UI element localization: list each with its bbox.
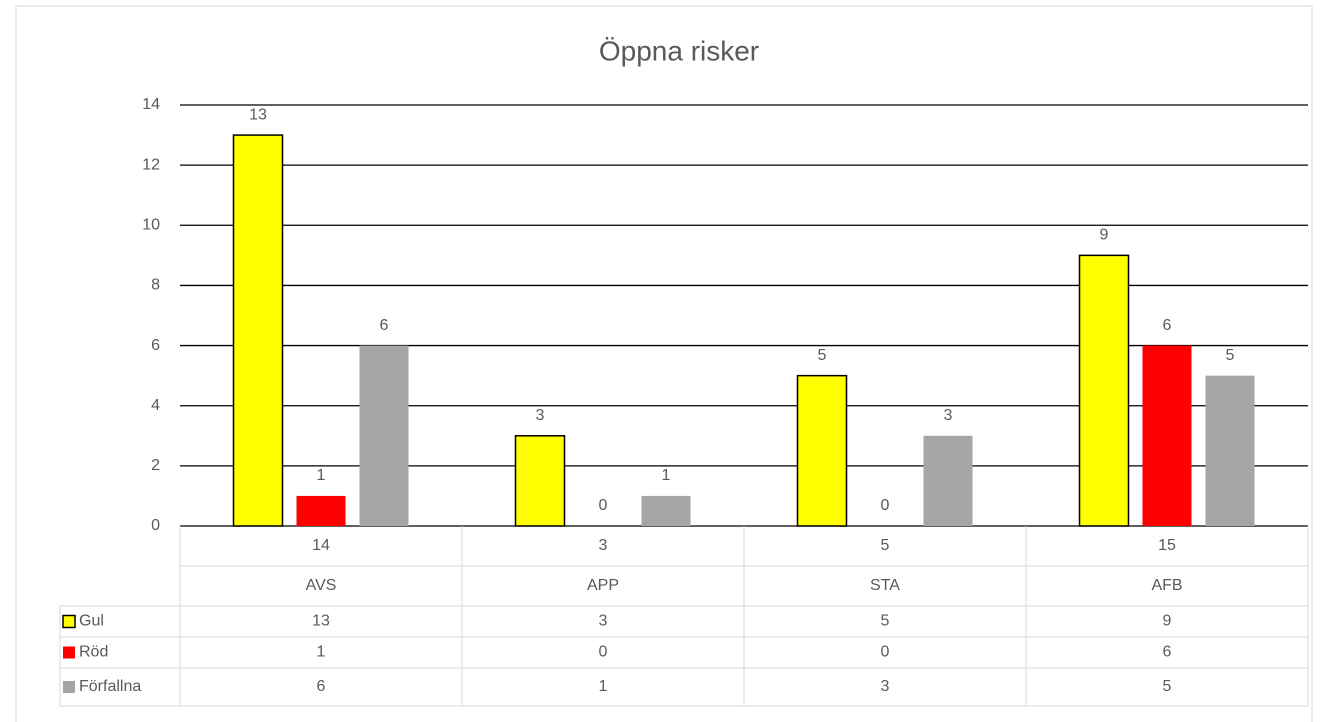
category-total: 14 — [312, 537, 330, 554]
data-label: 3 — [536, 407, 545, 424]
x-tick-label: AFB — [1151, 577, 1182, 594]
table-value: 1 — [599, 678, 608, 695]
category-total: 5 — [881, 537, 890, 554]
table-value: 6 — [1163, 644, 1172, 661]
bar — [514, 435, 566, 527]
category-total: 3 — [599, 537, 608, 554]
data-label: 6 — [380, 317, 389, 334]
legend-label: Gul — [79, 613, 104, 630]
data-label: 6 — [1163, 317, 1172, 334]
y-tick-label: 14 — [142, 96, 160, 113]
table-value: 5 — [881, 613, 890, 630]
y-tick-label: 8 — [151, 277, 160, 294]
bar — [923, 435, 973, 526]
data-label: 0 — [881, 497, 890, 514]
bar — [796, 374, 848, 527]
x-tick-label: APP — [587, 577, 619, 594]
data-label: 9 — [1100, 227, 1109, 244]
data-label: 5 — [818, 347, 827, 364]
category-total: 15 — [1158, 537, 1176, 554]
chart-title: Öppna risker — [599, 35, 759, 66]
y-tick-label: 2 — [151, 457, 160, 474]
bar — [641, 495, 691, 526]
y-tick-label: 12 — [142, 156, 160, 173]
table-value: 5 — [1163, 678, 1172, 695]
legend-key — [63, 646, 75, 659]
y-tick-label: 0 — [151, 517, 160, 534]
bar — [1142, 345, 1192, 526]
table-value: 9 — [1163, 613, 1172, 630]
bar — [1205, 375, 1255, 526]
table-value: 0 — [599, 644, 608, 661]
data-label: 1 — [662, 467, 671, 484]
data-label: 1 — [317, 467, 326, 484]
x-tick-label: AVS — [306, 577, 337, 594]
bar — [359, 345, 409, 526]
legend-key — [62, 614, 76, 629]
y-tick-label: 4 — [151, 397, 160, 414]
y-tick-label: 10 — [142, 217, 160, 234]
bar — [296, 495, 346, 526]
data-label: 5 — [1226, 347, 1235, 364]
legend-label: Förfallna — [79, 678, 141, 695]
table-value: 3 — [599, 613, 608, 630]
data-label: 0 — [599, 497, 608, 514]
data-label: 13 — [249, 106, 267, 123]
table-value: 0 — [881, 644, 890, 661]
y-tick-label: 6 — [151, 337, 160, 354]
data-label: 3 — [944, 407, 953, 424]
table-value: 13 — [312, 613, 330, 630]
legend-label: Röd — [79, 644, 108, 661]
table-value: 1 — [317, 644, 326, 661]
bar — [1078, 254, 1130, 527]
x-tick-label: STA — [870, 577, 900, 594]
table-value: 6 — [317, 678, 326, 695]
bar — [232, 134, 284, 527]
table-value: 3 — [881, 678, 890, 695]
legend-key — [63, 681, 75, 693]
